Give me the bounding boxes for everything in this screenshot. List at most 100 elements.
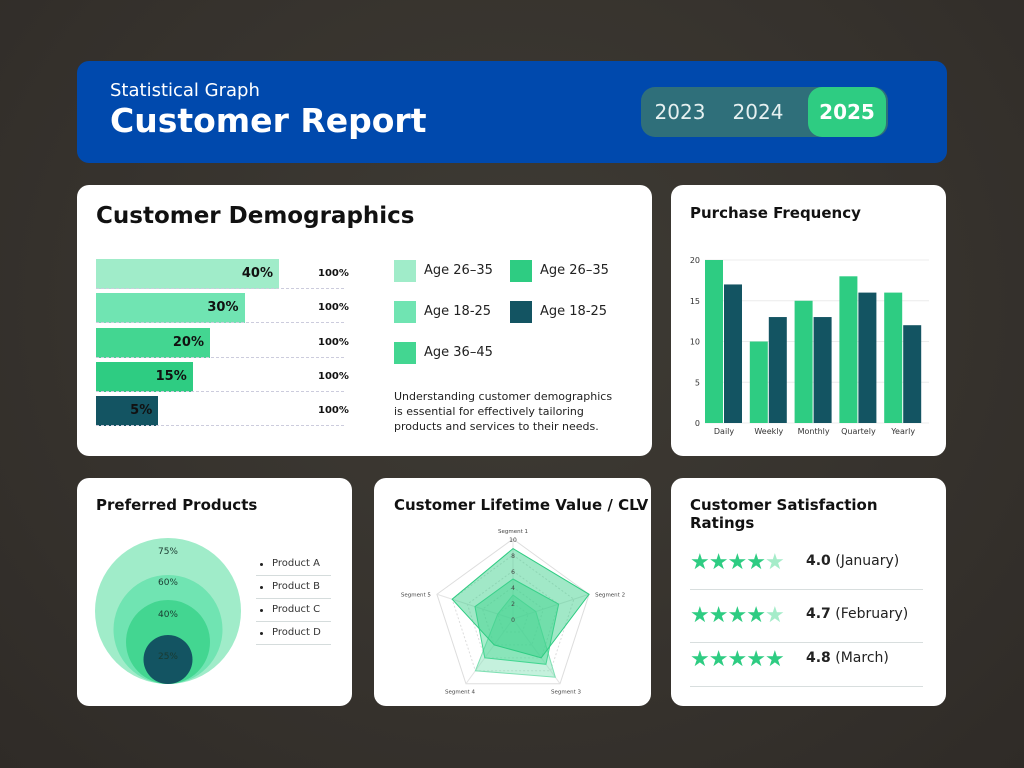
star-icon: ★ bbox=[764, 550, 785, 575]
demographic-total: 100% bbox=[318, 405, 349, 417]
star-rating: ★★★★★ bbox=[690, 647, 785, 672]
product-circle-label: 40% bbox=[158, 610, 178, 620]
radar-axis bbox=[465, 618, 514, 685]
star-icon: ★ bbox=[746, 550, 766, 575]
star-icon: ★ bbox=[708, 550, 729, 575]
purchase-frequency-chart: 0 5 10 15 20 Daily Weekly Monthly Quartely Yearly bbox=[690, 256, 929, 436]
header-title: Customer Report bbox=[110, 101, 427, 140]
frequency-bar bbox=[884, 292, 903, 423]
products-nested-circles: 75% 60% 40% 25% bbox=[95, 538, 241, 684]
purchase-frequency-card: Purchase Frequency 0 5 10 15 20 Daily Weekly Mo… bbox=[671, 185, 946, 456]
demographic-bar-label: 40% bbox=[241, 266, 273, 281]
year-selector: 2023 2024 2025 bbox=[641, 87, 888, 137]
radar-grid bbox=[466, 570, 560, 659]
radar-tick: 4 bbox=[511, 585, 515, 592]
x-tick-label: Monthly bbox=[798, 427, 830, 436]
star-rating: ★★★★★ bbox=[690, 603, 785, 628]
demographic-bar: 15% bbox=[96, 361, 193, 392]
report-header: Statistical Graph Customer Report 2023 2… bbox=[77, 61, 947, 163]
rating-score: 4.0 bbox=[806, 553, 831, 569]
rating-value: 4.0 (January) bbox=[806, 553, 899, 569]
demographic-total: 100% bbox=[318, 336, 349, 348]
clv-card: Customer Lifetime Value / CLV 0 2 4 6 8 10 Seg… bbox=[374, 478, 651, 706]
legend-label: Age 18-25 bbox=[424, 304, 492, 319]
legend-label: Age 26–35 bbox=[540, 263, 609, 278]
radar-tick: 10 bbox=[509, 537, 517, 544]
bar-divider bbox=[96, 356, 344, 358]
frequency-bar bbox=[768, 317, 787, 423]
product-circle-label: 60% bbox=[158, 578, 178, 588]
demographic-bar-label: 5% bbox=[130, 403, 153, 419]
radar-axis-label: Segment 2 bbox=[595, 592, 625, 598]
product-list-item: Product A bbox=[256, 553, 331, 576]
radar-tick: 8 bbox=[511, 553, 515, 560]
rating-row: ★★★★★ 4.8 (March) bbox=[690, 647, 923, 687]
legend-swatch bbox=[394, 301, 416, 323]
year-tab-2024[interactable]: 2024 bbox=[732, 100, 784, 124]
demographic-total: 100% bbox=[318, 370, 349, 382]
demographic-bar: 20% bbox=[96, 327, 210, 358]
rating-month: (January) bbox=[835, 553, 900, 569]
demographic-bar-label: 30% bbox=[207, 300, 239, 316]
rating-value: 4.8 (March) bbox=[806, 650, 889, 666]
year-tab-2025[interactable]: 2025 bbox=[808, 87, 886, 137]
frequency-bar bbox=[813, 317, 832, 423]
bar-divider bbox=[96, 288, 344, 289]
demographic-bar-label: 15% bbox=[155, 368, 187, 384]
star-icon: ★ bbox=[746, 647, 766, 672]
legend-swatch bbox=[510, 301, 532, 323]
rating-value: 4.7 (February) bbox=[806, 606, 908, 622]
radar-series bbox=[474, 578, 560, 665]
rating-month: (February) bbox=[835, 606, 909, 622]
radar-grid bbox=[481, 586, 545, 646]
year-tab-2023[interactable]: 2023 bbox=[654, 100, 706, 124]
product-list-item: Product C bbox=[256, 599, 331, 622]
bar-divider bbox=[96, 390, 344, 392]
preferred-products-title: Preferred Products bbox=[96, 496, 258, 514]
demographic-bar: 5% bbox=[96, 396, 159, 427]
frequency-bar bbox=[749, 341, 768, 423]
demographic-bar: 30% bbox=[96, 293, 245, 324]
star-icon: ★ bbox=[727, 647, 747, 672]
rating-score: 4.8 bbox=[806, 650, 831, 666]
frequency-bar bbox=[839, 276, 858, 423]
star-icon: ★ bbox=[690, 550, 710, 575]
product-circle-label: 75% bbox=[158, 547, 178, 557]
demographic-total: 100% bbox=[318, 268, 349, 279]
y-tick-label: 5 bbox=[695, 378, 700, 387]
y-tick-label: 10 bbox=[690, 338, 700, 347]
star-icon: ★ bbox=[746, 603, 766, 628]
x-tick-label: Weekly bbox=[754, 427, 783, 436]
y-tick-label: 0 bbox=[695, 419, 700, 428]
star-icon: ★ bbox=[727, 550, 747, 575]
rating-row: ★★★★★ 4.7 (February) bbox=[690, 603, 923, 643]
star-icon: ★ bbox=[690, 603, 710, 628]
demographics-card: Customer Demographics 40% 100% 30% 100% 20% 1… bbox=[77, 185, 652, 456]
frequency-bar bbox=[794, 300, 813, 423]
radar-grid bbox=[436, 538, 590, 685]
star-icon: ★ bbox=[708, 603, 729, 628]
star-rating: ★★★★★ bbox=[690, 550, 785, 575]
radar-tick: 2 bbox=[511, 601, 515, 608]
radar-tick: 6 bbox=[511, 569, 515, 576]
frequency-bar bbox=[705, 260, 723, 423]
radar-axis-label: Segment 4 bbox=[445, 690, 475, 696]
legend-swatch bbox=[394, 260, 416, 282]
frequency-bar bbox=[724, 284, 742, 423]
rating-row: ★★★★★ 4.0 (January) bbox=[690, 550, 923, 590]
demographic-total: 100% bbox=[318, 302, 349, 314]
demographic-bar-label: 20% bbox=[172, 334, 204, 350]
radar-axis-label: Segment 5 bbox=[401, 592, 431, 598]
radar-tick: 0 bbox=[511, 617, 515, 624]
x-tick-label: Yearly bbox=[890, 427, 915, 436]
legend-swatch bbox=[394, 342, 416, 364]
header-subtitle: Statistical Graph bbox=[110, 80, 260, 101]
frequency-bar bbox=[858, 292, 877, 423]
clv-radar-chart: 0 2 4 6 8 10 Segment 1 Segment 2 Segment 3 Segmen… bbox=[401, 529, 625, 696]
legend-label: Age 18-25 bbox=[540, 304, 608, 319]
star-icon: ★ bbox=[690, 647, 710, 672]
product-circle bbox=[143, 635, 193, 684]
radar-axis bbox=[512, 618, 561, 685]
x-tick-label: Daily bbox=[714, 427, 735, 436]
demographics-description: Understanding customer demographics is e… bbox=[394, 390, 613, 433]
